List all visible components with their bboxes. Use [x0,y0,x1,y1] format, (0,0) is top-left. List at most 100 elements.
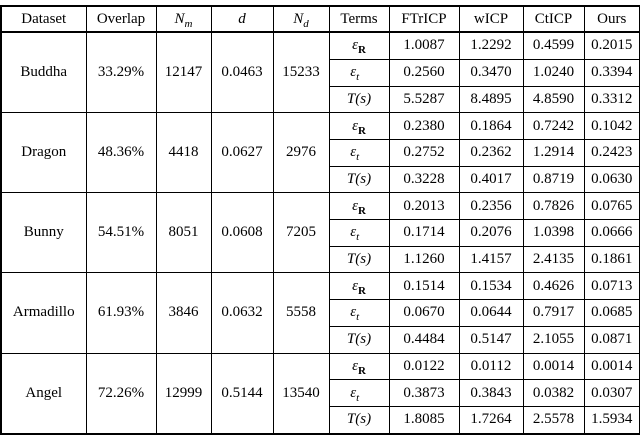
cell-text: 0.1042 [591,117,633,134]
cell-text: 8.4895 [470,90,512,107]
cell-text: 1.2914 [532,144,575,161]
cell-text: 0.3873 [403,384,445,401]
cell-text: 0.2380 [403,117,445,134]
metric-value-cell: 0.2423 [583,139,640,167]
subscript-text: t⃗ [356,231,368,244]
term-label-cell: εR [328,112,390,140]
cell-text: 3846 [168,304,199,321]
cell-text: 0.1714 [403,224,445,241]
nm-value-cell: 3846 [155,272,212,354]
metric-value-cell: 0.1861 [583,245,640,274]
d-value-cell: 0.5144 [210,352,274,435]
d-value-cell: 0.0463 [210,31,274,114]
metric-value-cell: 1.2914 [522,139,585,167]
table-row: T(s) 0.3228 0.4017 0.8719 0.0630 [1,165,640,194]
header-d: d [210,5,274,33]
cell-text: 0.3312 [591,90,633,107]
cell-text: 0.3843 [470,384,512,401]
metric-value-cell: 0.2362 [458,139,524,167]
metric-value-cell: 1.5934 [583,405,640,435]
cell-text: 0.2015 [591,37,633,54]
cell-text: 0.2752 [403,144,445,161]
cell-text: ε [350,64,357,81]
overlap-cell: 61.93% [85,272,157,354]
metric-value-cell: 0.7242 [522,112,585,140]
cell-text: CtICP [534,10,573,27]
term-label-cell: εR [328,192,390,221]
table-row: T(s) 5.5287 8.4895 4.8590 0.3312 [1,85,640,114]
cell-text: Buddha [20,64,68,81]
term-label-cell: εt⃗ [328,58,390,87]
nd-value-cell: 15233 [272,31,330,114]
cell-text: ε [352,197,358,214]
d-value-cell: 0.0632 [210,272,274,354]
header-ours: Ours [583,5,640,33]
cell-text: 7205 [286,224,316,241]
cell-text: 0.2362 [470,144,512,161]
d-value-cell: 0.0627 [210,112,274,194]
cell-text: 0.0112 [470,357,512,374]
metric-value-cell: 0.0670 [388,299,460,327]
cell-text: 0.0666 [591,224,633,241]
subscript-text: m [184,17,193,30]
metric-value-cell: 4.8590 [522,85,585,114]
table-row: Angel 72.26% 12999 0.5144 13540 εR 0.0122 0.011… [0,352,640,435]
cell-text: 0.2423 [591,144,633,161]
header-dataset: Dataset [0,5,87,33]
metric-value-cell: 8.4895 [458,85,524,114]
metric-value-cell: 0.1514 [388,272,460,301]
subscript-text: t⃗ [356,71,368,84]
cell-text: T(s) [346,331,372,348]
subscript-text: R [357,364,366,377]
cell-text: 0.1514 [403,277,445,294]
subscript-text: t⃗ [356,151,368,164]
cell-text: 0.0670 [403,304,445,321]
cell-text: 0.0014 [591,357,633,374]
cell-text: ε [352,37,358,54]
term-label-cell: T(s) [328,165,390,194]
term-label-cell: εR [328,31,390,60]
cell-text: 0.0871 [591,331,633,348]
cell-text: 12999 [164,384,203,401]
overlap-cell: 33.29% [85,31,157,114]
d-value-cell: 0.0608 [210,192,274,274]
cell-text: 0.0713 [591,277,633,294]
metric-value-cell: 0.4626 [522,272,585,301]
cell-text: ε [350,144,357,161]
header-wicp: wICP [458,5,524,33]
cell-text: Bunny [23,224,64,241]
metric-value-cell: 0.0307 [583,379,640,407]
cell-text: 2.4135 [532,251,575,268]
cell-text: 0.1861 [591,251,633,268]
cell-text: 0.4626 [532,277,575,294]
dataset-name-cell: Bunny [0,192,87,274]
cell-text: T(s) [346,251,372,268]
metric-value-cell: 0.2560 [388,58,460,87]
cell-text: Dragon [21,144,67,161]
metric-value-cell: 2.1055 [522,325,585,354]
cell-text: 15233 [282,64,320,81]
cell-text: Terms [340,10,378,27]
nd-value-cell: 13540 [272,352,330,435]
cell-text: 0.8719 [532,171,575,188]
dataset-name-cell: Armadillo [0,272,87,354]
cell-text: ε [352,117,358,134]
cell-text: 0.5144 [221,384,263,401]
cell-text: ε [352,357,358,374]
cell-text: 0.1534 [470,277,512,294]
nd-value-cell: 7205 [272,192,330,274]
metric-value-cell: 0.0014 [583,352,640,381]
metric-value-cell: 0.0014 [522,352,585,381]
cell-text: 0.0765 [591,197,633,214]
cell-text: 5.5287 [403,90,445,107]
table-row: T(s) 0.4484 0.5147 2.1055 0.0871 [1,325,640,354]
nm-value-cell: 12999 [155,352,212,435]
header-ftricp: FTrICP [388,5,460,33]
cell-text: 2976 [286,144,316,161]
nm-value-cell: 8051 [155,192,212,274]
metric-value-cell: 0.7917 [522,299,585,327]
cell-text: ε [352,277,358,294]
nd-value-cell: 5558 [272,272,330,354]
cell-text: d [238,10,246,27]
table-row: Armadillo 61.93% 3846 0.0632 5558 εR 0.1514 0.1… [0,272,640,354]
